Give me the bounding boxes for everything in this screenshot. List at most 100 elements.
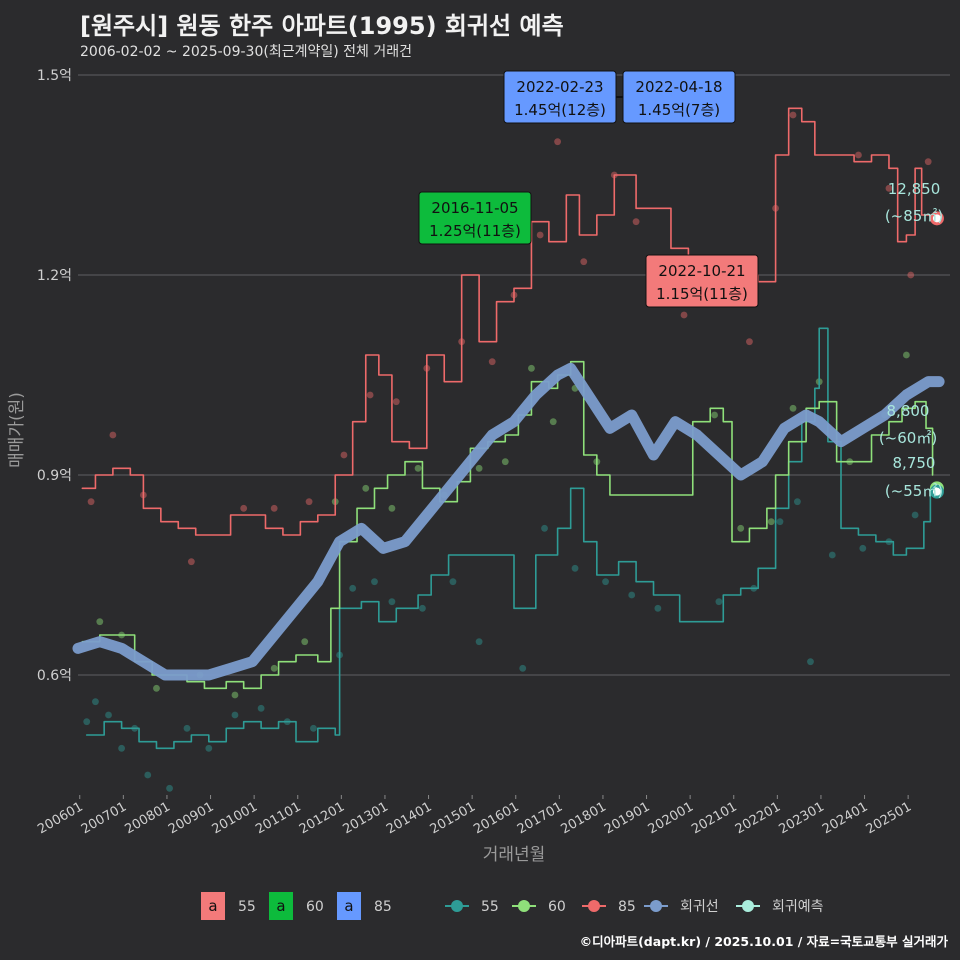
callout-date: 2016-11-05 (431, 199, 518, 217)
x-tick-label: 200901 (166, 799, 216, 837)
scatter-point (554, 138, 561, 146)
scatter-point (628, 591, 636, 599)
x-tick-label: 201701 (515, 799, 565, 837)
legend-label: 85 (618, 899, 636, 915)
legend-key-letter: a (276, 897, 285, 915)
scatter-point (92, 698, 99, 706)
x-tick-label: 201201 (297, 799, 347, 837)
scatter-point (362, 484, 370, 492)
callout-box (418, 191, 532, 245)
callout-2016-11-05: 2016-11-05 1.25억(11층) (418, 191, 532, 245)
scatter-point (118, 744, 125, 752)
scatter-point (580, 258, 588, 266)
scatter-point (680, 311, 688, 319)
end-labels: 12,850 (~85㎡) 8,800 (~60㎡) 8,750 (~55㎡) (879, 180, 944, 500)
scatter-point (83, 718, 91, 726)
series-line-회귀선 (72, 362, 945, 681)
scatter-point (371, 578, 378, 586)
legend-dot (588, 900, 600, 912)
y-axis-title: 매매가(원) (7, 392, 27, 468)
callouts: 2016-11-05 1.25억(11층) 2022-02-23 1.45억(12층)… (418, 70, 759, 308)
scatter-point (549, 418, 557, 426)
x-tick-label: 202401 (820, 799, 870, 837)
end-label-price: 8,750 (893, 454, 936, 472)
callout-2022-04-18: 2022-04-18 1.45억(7층) (622, 70, 736, 124)
scatter-point (183, 724, 191, 732)
scatter-point (449, 578, 457, 586)
scatter-point (907, 271, 915, 279)
chart-subtitle: 2006-02-02 ~ 2025-09-30(최근계약일) 전체 거래건 (80, 44, 412, 60)
x-tick-label: 202101 (689, 799, 739, 837)
scatter-point (305, 498, 313, 506)
scatter-point (109, 431, 117, 439)
x-tick-label: 200701 (79, 799, 129, 837)
scatter-point (911, 511, 919, 519)
callout-date: 2022-02-23 (516, 78, 603, 96)
x-tick-label: 202501 (864, 799, 914, 837)
end-label-price: 12,850 (888, 180, 941, 198)
end-label-area: (~60㎡) (879, 429, 937, 447)
scatter-point (388, 598, 396, 606)
scatter-point (488, 358, 496, 366)
scatter-point (231, 691, 239, 699)
scatter-point (475, 638, 483, 646)
scatter-point (737, 524, 745, 532)
scatter-point (789, 404, 797, 412)
legend-label: 55 (481, 899, 499, 915)
scatter-point (270, 504, 278, 512)
scatter-point (270, 664, 278, 672)
x-tick-label: 201301 (340, 799, 390, 837)
x-tick-label: 201501 (428, 799, 478, 837)
scatter-point (257, 704, 265, 712)
callout-2022-02-23: 2022-02-23 1.45억(12층) (503, 70, 617, 124)
scatter-point (746, 338, 753, 346)
callout-value: 1.45억(12층) (514, 101, 606, 119)
scatter-point (105, 711, 112, 719)
chart-title: [원주시] 원동 한주 아파트(1995) 회귀선 예측 (80, 12, 564, 40)
x-tick-label: 201801 (558, 799, 608, 837)
scatter-points (83, 111, 932, 792)
scatter-point (776, 518, 784, 526)
scatter-point (536, 231, 544, 239)
scatter-point (166, 784, 173, 792)
legend-key-text (269, 892, 293, 920)
scatter-point (571, 564, 579, 572)
series-line-85 (81, 107, 932, 536)
legend-key-text (201, 892, 225, 920)
x-tick-label: 201601 (471, 799, 521, 837)
scatter-point (310, 724, 317, 732)
y-tick-label: 0.9억 (37, 468, 72, 484)
scatter-point (855, 151, 862, 159)
scatter-point (807, 658, 814, 666)
callout-value: 1.15억(11층) (656, 285, 748, 303)
scatter-point (366, 391, 374, 399)
scatter-point (414, 464, 422, 472)
legend-dot (742, 900, 754, 912)
scatter-point (654, 604, 662, 612)
scatter-point (475, 464, 483, 472)
end-label-area: (~85㎡) (885, 207, 943, 225)
scatter-point (794, 498, 801, 506)
legend: a 55 a 60 a 85 55 60 85 회귀선 회귀예측 (201, 892, 824, 920)
scatter-point (388, 504, 396, 512)
callout-2022-10-21: 2022-10-21 1.15억(11층) (645, 254, 759, 308)
scatter-point (392, 398, 400, 406)
x-tick-label: 200601 (35, 799, 85, 837)
scatter-point (231, 711, 239, 719)
y-tick-label: 1.2억 (37, 268, 72, 284)
scatter-point (519, 664, 527, 672)
scatter-point (924, 158, 932, 166)
scatter-point (187, 558, 195, 566)
scatter-point (602, 578, 609, 586)
footer-credit: ©디아파트(dapt.kr) / 2025.10.01 / 자료=국토교통부 실… (579, 934, 948, 949)
legend-key-letter: a (344, 897, 353, 915)
scatter-point (885, 184, 893, 192)
legend-label: 회귀선 (680, 899, 719, 915)
scatter-point (767, 518, 775, 526)
legend-label: 회귀예측 (772, 899, 824, 915)
scatter-point (541, 524, 548, 532)
x-tick-label: 200801 (122, 799, 172, 837)
y-tick-label: 1.5억 (37, 68, 72, 84)
end-marker-85 (929, 211, 944, 226)
